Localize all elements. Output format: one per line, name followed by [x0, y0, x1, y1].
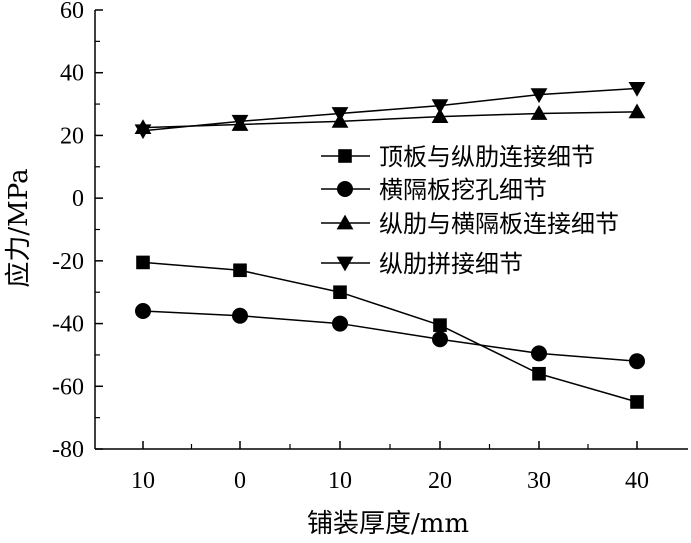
legend-label: 纵肋与横隔板连接细节 [379, 210, 619, 238]
square-marker [136, 255, 150, 270]
legend-label: 纵肋拼接细节 [379, 250, 523, 278]
legend-label: 顶板与纵肋连接细节 [379, 143, 595, 171]
legend-item-2: 横隔板挖孔细节 [321, 176, 547, 204]
y-axis-title: 应力/MPa [4, 168, 34, 287]
circle-marker [232, 307, 248, 324]
circle-marker [531, 345, 547, 362]
series-line [142, 111, 638, 129]
x-tick-label: 40 [625, 468, 649, 494]
x-tick-label: 0 [234, 468, 246, 494]
circle-marker [337, 181, 353, 197]
square-marker [338, 149, 352, 163]
series-2 [135, 303, 645, 370]
circle-marker [332, 315, 348, 332]
x-tick-label: 10 [131, 468, 155, 494]
square-marker [333, 285, 347, 300]
circle-marker [432, 331, 448, 348]
x-tick-label: 20 [428, 468, 452, 494]
y-tick-label: -60 [52, 374, 84, 400]
series-line [142, 261, 638, 403]
triangle-up-marker [431, 108, 449, 124]
series-line [142, 310, 638, 362]
y-tick-label: 0 [72, 186, 84, 212]
triangle-down-marker [628, 81, 646, 97]
series-3 [134, 103, 646, 134]
y-tick-label: 20 [60, 123, 84, 149]
legend-label: 横隔板挖孔细节 [379, 176, 547, 204]
square-marker [630, 395, 644, 409]
legend-item-4: 纵肋拼接细节 [321, 250, 523, 278]
y-tick-label: 40 [60, 61, 84, 87]
circle-marker [135, 303, 151, 320]
x-tick-label: 10 [328, 468, 352, 494]
circle-marker [629, 353, 645, 370]
triangle-down-marker [336, 256, 354, 272]
triangle-down-marker [134, 124, 152, 140]
y-tick-label: 60 [60, 0, 84, 24]
square-marker [233, 263, 247, 278]
triangle-down-marker [431, 99, 449, 115]
series-line [142, 87, 638, 132]
legend-item-3: 纵肋与横隔板连接细节 [321, 210, 619, 238]
legend-item-1: 顶板与纵肋连接细节 [321, 143, 595, 171]
triangle-up-marker [628, 103, 646, 119]
x-axis-title: 铺装厚度/mm [307, 509, 469, 539]
series-4 [134, 81, 646, 140]
triangle-down-marker [231, 114, 249, 130]
triangle-up-marker [530, 105, 548, 120]
y-tick-label: -20 [52, 249, 84, 275]
y-tick-label: -40 [52, 312, 84, 338]
triangle-down-marker [530, 88, 548, 104]
x-ticks: 10 0 10 20 30 40 [131, 441, 649, 494]
triangle-down-marker [331, 107, 349, 122]
y-ticks: 60 40 20 0 -20 -40 -60 -80 [52, 0, 103, 463]
x-tick-label: 30 [527, 468, 551, 494]
series-1 [136, 255, 644, 409]
y-tick-label: -80 [52, 437, 84, 463]
square-marker [433, 318, 447, 332]
square-marker [532, 366, 546, 381]
triangle-up-marker [336, 214, 354, 230]
series-group [134, 81, 646, 409]
